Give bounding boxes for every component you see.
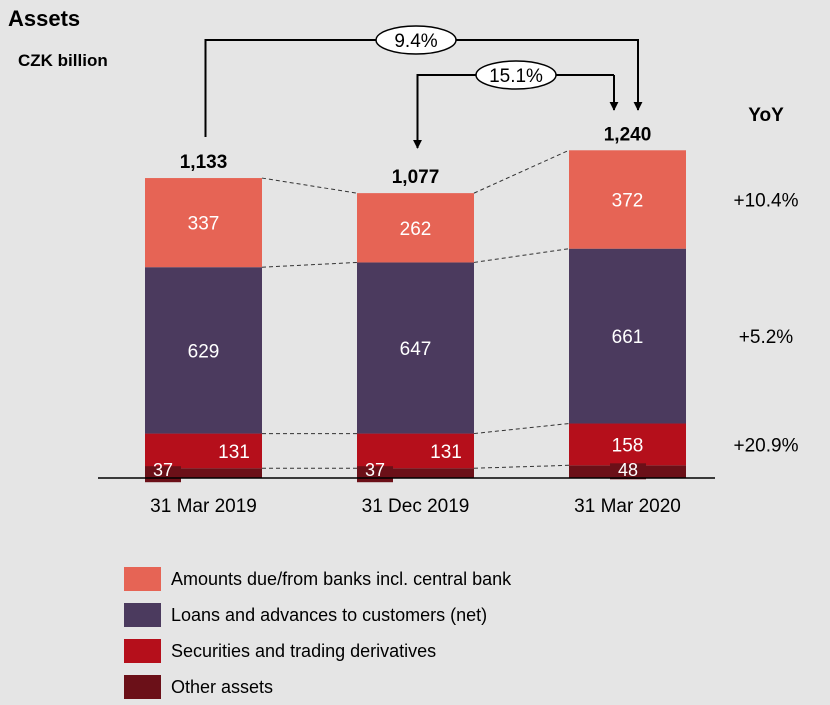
data-label: 647 (400, 339, 432, 360)
connector-line (473, 248, 570, 263)
connector-line (261, 177, 358, 194)
data-label: 158 (612, 435, 644, 456)
legend-item-securities: Securities and trading derivatives (124, 633, 511, 669)
legend-swatch-loans (124, 603, 161, 627)
total-label: 1,133 (180, 152, 228, 173)
yoy-value: +10.4% (734, 190, 799, 211)
connector-line (261, 261, 358, 268)
growth-badge (475, 60, 557, 90)
data-label-box (610, 463, 646, 480)
data-label: 337 (188, 214, 220, 235)
data-label: 629 (188, 341, 220, 362)
connector-line (473, 149, 570, 194)
connector-line (473, 423, 570, 435)
data-label: 37 (153, 460, 173, 480)
data-label: 37 (365, 460, 385, 480)
total-label: 1,240 (604, 124, 652, 145)
bar-segment (145, 178, 262, 268)
legend-label-securities: Securities and trading derivatives (171, 640, 437, 661)
bar-segment (569, 248, 686, 424)
legend-label-other: Other assets (171, 676, 274, 697)
legend-label-loans: Loans and advances to customers (net) (171, 604, 488, 625)
yoy-value: +20.9% (734, 435, 799, 456)
bar-segment (357, 193, 474, 263)
data-label: 262 (400, 219, 432, 240)
bar-segment (357, 433, 474, 469)
legend-item-banks: Amounts due/from banks incl. central ban… (124, 561, 511, 597)
x-tick-label: 31 Dec 2019 (362, 496, 470, 517)
data-label: 372 (612, 190, 644, 211)
legend-swatch-securities (124, 639, 161, 663)
growth-badge (375, 25, 457, 55)
legend-swatch-other (124, 675, 161, 699)
legend-item-other: Other assets (124, 669, 511, 705)
data-label: 131 (218, 442, 250, 463)
bar-segment (357, 468, 474, 478)
data-label: 48 (618, 460, 638, 480)
data-label: 661 (612, 327, 644, 348)
legend: Amounts due/from banks incl. central ban… (124, 561, 511, 705)
x-tick-label: 31 Mar 2019 (150, 496, 257, 517)
legend-label-banks: Amounts due/from banks incl. central ban… (171, 568, 512, 589)
chart-title: Assets (8, 6, 81, 31)
growth-label: 15.1% (489, 66, 543, 87)
connector-line (473, 464, 570, 469)
bar-segment (357, 262, 474, 434)
bar-segment (145, 468, 262, 478)
total-label: 1,077 (392, 167, 440, 188)
x-tick-label: 31 Mar 2020 (574, 496, 681, 517)
yoy-value: +5.2% (739, 327, 794, 348)
bar-segment (145, 267, 262, 434)
bar-segment (569, 423, 686, 466)
growth-label: 9.4% (394, 31, 437, 52)
legend-item-loans: Loans and advances to customers (net) (124, 597, 511, 633)
chart-subtitle: CZK billion (18, 51, 108, 70)
legend-swatch-banks (124, 567, 161, 591)
bar-segment (145, 433, 262, 469)
bar-segment (569, 150, 686, 249)
data-label: 131 (430, 442, 462, 463)
yoy-header: YoY (748, 105, 784, 126)
